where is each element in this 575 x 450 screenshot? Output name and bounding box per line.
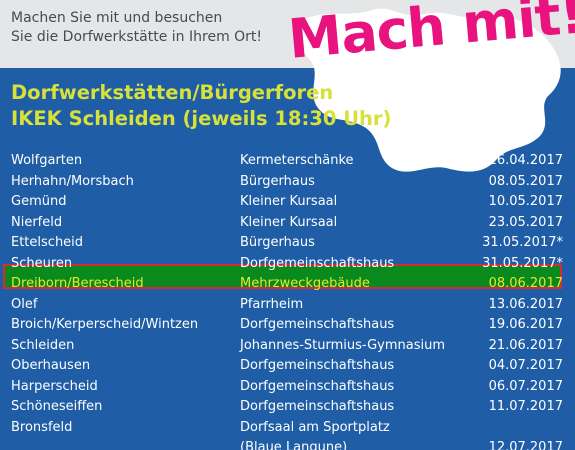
row-date: 11.07.2017 xyxy=(488,399,563,414)
row-place: Broich/Kerperscheid/Wintzen xyxy=(11,317,199,332)
row-place: Herhahn/Morsbach xyxy=(11,173,134,189)
schedule-row: Bronsfeld Dorfsaal am Sportplatz xyxy=(0,418,575,439)
heading: Dorfwerkstätten/Bürgerforen IKEK Schleid… xyxy=(11,80,391,132)
row-date: 04.07.2017 xyxy=(488,358,563,373)
row-date: 19.06.2017 xyxy=(488,317,563,332)
row-venue: Dorfgemeinschaftshaus xyxy=(240,317,395,332)
row-place: Olef xyxy=(11,296,38,312)
heading-line-2: IKEK Schleiden (jeweils 18:30 Uhr) xyxy=(11,107,392,130)
schedule-row: Harperscheid Dorfgemeinschaftshaus 06.07.2… xyxy=(0,377,575,398)
row-place: Wolfgarten xyxy=(11,153,83,168)
row-place: Schleiden xyxy=(11,337,75,353)
schedule-row: (Blaue Langune) 12.07.2017 xyxy=(0,438,575,450)
row-place: Ettelscheid xyxy=(11,235,84,250)
schedule-row: Olef Pfarrheim 13.06.2017 xyxy=(0,295,575,316)
highlight-box xyxy=(3,264,562,289)
row-venue: Johannes-Sturmius-Gymnasium xyxy=(240,337,446,353)
row-place: Nierfeld xyxy=(11,214,63,230)
row-venue: Bürgerhaus xyxy=(240,235,315,250)
row-venue: Kermeterschänke xyxy=(240,153,354,168)
row-place: Scheuren xyxy=(11,255,73,271)
row-date: 13.06.2017 xyxy=(488,296,563,312)
row-venue: Kleiner Kursaal xyxy=(240,214,338,230)
schedule-row: Wolfgarten Kermeterschänke 26.04.2017 xyxy=(0,151,575,172)
row-place: Schöneseiffen xyxy=(11,399,103,414)
schedule-row: Oberhausen Dorfgemeinschaftshaus 04.07.201… xyxy=(0,356,575,377)
row-date: 21.06.2017 xyxy=(488,337,563,353)
row-venue: Dorfgemeinschaftshaus xyxy=(240,255,395,271)
row-date: 08.06.2017 xyxy=(488,276,563,291)
schedule-row: Ettelscheid Bürgerhaus 31.05.2017* xyxy=(0,233,575,254)
row-date: 08.05.2017 xyxy=(488,173,563,189)
row-venue: Mehrzweckgebäude xyxy=(240,276,370,291)
row-date: 31.05.2017* xyxy=(482,235,563,250)
heading-line-1: Dorfwerkstätten/Bürgerforen xyxy=(11,81,334,104)
schedule-row: Schöneseiffen Dorfgemeinschaftshaus 11.07.… xyxy=(0,397,575,418)
row-place: Gemünd xyxy=(11,194,67,209)
row-date: 23.05.2017 xyxy=(488,214,563,230)
schedule-row: Gemünd Kleiner Kursaal 10.05.2017 xyxy=(0,192,575,213)
row-venue: Dorfgemeinschaftshaus xyxy=(240,399,395,414)
row-venue: Bürgerhaus xyxy=(240,173,315,189)
schedule-row: Scheuren Dorfgemeinschaftshaus 31.05.2017* xyxy=(0,254,575,275)
row-date: 10.05.2017 xyxy=(488,194,563,209)
schedule-row-highlighted: Dreiborn/Berescheid Mehrzweckgebäude 08.06… xyxy=(0,274,575,295)
row-date: 06.07.2017 xyxy=(488,378,563,394)
intro-line-2: Sie die Dorfwerkstätte in Ihrem Ort! xyxy=(11,29,263,45)
row-place: Bronsfeld xyxy=(11,419,73,435)
row-venue: Pfarrheim xyxy=(240,296,304,312)
intro-line-1: Machen Sie mit und besuchen xyxy=(11,10,223,26)
schedule-list: Wolfgarten Kermeterschänke 26.04.2017 Herh… xyxy=(0,151,575,450)
row-date: 26.04.2017 xyxy=(488,153,563,168)
row-place: Harperscheid xyxy=(11,378,98,394)
row-place: Oberhausen xyxy=(11,358,91,373)
row-date: 31.05.2017* xyxy=(482,255,563,271)
row-venue: Kleiner Kursaal xyxy=(240,194,338,209)
schedule-row: Schleiden Johannes-Sturmius-Gymnasium 21.0… xyxy=(0,336,575,357)
row-venue: (Blaue Langune) xyxy=(240,440,348,450)
row-place: Dreiborn/Berescheid xyxy=(11,276,144,291)
intro-text: Machen Sie mit und besuchen Sie die Dorf… xyxy=(11,9,262,47)
schedule-row: Herhahn/Morsbach Bürgerhaus 08.05.2017 xyxy=(0,172,575,193)
row-venue: Dorfgemeinschaftshaus xyxy=(240,378,395,394)
row-date: 12.07.2017 xyxy=(488,440,563,450)
schedule-row: Broich/Kerperscheid/Wintzen Dorfgemeinsch… xyxy=(0,315,575,336)
map-outline-shape xyxy=(294,8,561,172)
row-venue: Dorfgemeinschaftshaus xyxy=(240,358,395,373)
schedule-row: Nierfeld Kleiner Kursaal 23.05.2017 xyxy=(0,213,575,234)
row-venue: Dorfsaal am Sportplatz xyxy=(240,419,390,435)
